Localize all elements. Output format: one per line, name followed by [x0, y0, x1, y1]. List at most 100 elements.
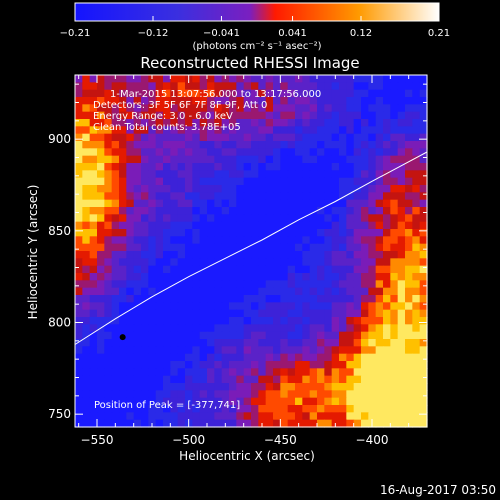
heatmap-cell — [258, 155, 267, 164]
heatmap-cell — [155, 199, 164, 208]
heatmap-cell — [361, 331, 369, 340]
heatmap-cell — [317, 368, 325, 377]
heatmap-cell — [383, 75, 391, 83]
heatmap-cell — [346, 265, 355, 274]
heatmap-cell — [104, 177, 113, 186]
heatmap-cell — [397, 221, 406, 230]
heatmap-cell — [119, 97, 127, 105]
heatmap-cell — [346, 177, 355, 186]
heatmap-cell — [375, 75, 384, 83]
heatmap-cell — [163, 390, 171, 399]
heatmap-cell — [199, 185, 208, 193]
heatmap-cell — [229, 104, 237, 113]
heatmap-cell — [361, 302, 369, 311]
heatmap-cell — [412, 141, 421, 149]
colorbar-tick-label: 0.12 — [350, 28, 372, 39]
heatmap-cell — [133, 324, 142, 333]
heatmap-cell — [309, 126, 318, 135]
heatmap-cell — [75, 287, 83, 296]
heatmap-cell — [155, 280, 164, 289]
heatmap-cell — [192, 397, 201, 406]
heatmap-cell — [141, 199, 149, 208]
heatmap-cell — [287, 412, 296, 421]
heatmap-cell — [97, 119, 105, 127]
heatmap-cell — [199, 419, 208, 428]
heatmap-cell — [97, 346, 105, 355]
heatmap-cell — [258, 339, 267, 347]
heatmap-cell — [295, 412, 303, 421]
heatmap-cell — [207, 148, 215, 157]
heatmap-cell — [170, 236, 179, 245]
heatmap-cell — [397, 383, 406, 391]
heatmap-cell — [192, 383, 201, 391]
heatmap-cell — [302, 177, 311, 186]
heatmap-cell — [265, 346, 274, 355]
heatmap-cell — [317, 287, 325, 296]
heatmap-cell — [126, 229, 135, 237]
heatmap-cell — [317, 111, 325, 120]
heatmap-cell — [104, 353, 113, 362]
heatmap-cell — [339, 229, 347, 237]
heatmap-cell — [82, 390, 91, 399]
heatmap-cell — [368, 82, 377, 91]
heatmap-cell — [265, 126, 274, 135]
heatmap-cell — [258, 251, 267, 259]
heatmap-cell — [375, 236, 384, 245]
heatmap-cell — [214, 295, 223, 303]
heatmap-cell — [368, 412, 377, 421]
heatmap-cell — [397, 405, 406, 413]
heatmap-cell — [119, 177, 127, 186]
heatmap-cell — [148, 185, 157, 193]
heatmap-cell — [97, 229, 105, 237]
heatmap-cell — [419, 163, 428, 171]
heatmap-cell — [339, 405, 347, 413]
heatmap-cell — [133, 104, 142, 113]
heatmap-cell — [317, 119, 325, 127]
heatmap-cell — [375, 287, 384, 296]
heatmap-cell — [111, 287, 120, 296]
heatmap-cell — [243, 75, 252, 83]
heatmap-cell — [155, 163, 164, 171]
heatmap-cell — [163, 148, 171, 157]
heatmap-cell — [126, 309, 135, 318]
heatmap-cell — [383, 177, 391, 186]
heatmap-cell — [324, 405, 333, 413]
heatmap-cell — [229, 119, 237, 127]
heatmap-cell — [353, 331, 362, 340]
heatmap-cell — [170, 163, 179, 171]
heatmap-cell — [383, 229, 391, 237]
heatmap-cell — [119, 155, 127, 164]
heatmap-cell — [302, 89, 311, 98]
heatmap-cell — [148, 170, 157, 179]
heatmap-cell — [295, 295, 303, 303]
heatmap-cell — [273, 405, 281, 413]
heatmap-cell — [192, 390, 201, 399]
heatmap-cell — [368, 97, 377, 105]
heatmap-cell — [280, 163, 289, 171]
heatmap-cell — [155, 82, 164, 91]
heatmap-cell — [302, 317, 311, 325]
heatmap-cell — [324, 207, 333, 215]
heatmap-cell — [324, 243, 333, 252]
heatmap-cell — [280, 236, 289, 245]
heatmap-cell — [412, 295, 421, 303]
heatmap-cell — [185, 397, 193, 406]
heatmap-cell — [126, 97, 135, 105]
heatmap-cell — [280, 361, 289, 369]
heatmap-cell — [405, 251, 413, 259]
heatmap-cell — [331, 375, 340, 384]
heatmap-cell — [317, 155, 325, 164]
heatmap-cell — [243, 317, 252, 325]
heatmap-cell — [207, 229, 215, 237]
heatmap-cell — [104, 397, 113, 406]
info-block: 1-Mar-2015 13:07:56.000 to 13:17:56.000 … — [93, 89, 321, 411]
heatmap-cell — [324, 229, 333, 237]
heatmap-cell — [273, 339, 281, 347]
heatmap-cell — [97, 155, 105, 164]
heatmap-cell — [324, 163, 333, 171]
heatmap-cell — [295, 148, 303, 157]
heatmap-cell — [170, 243, 179, 252]
heatmap-cell — [163, 192, 171, 201]
heatmap-cell — [170, 339, 179, 347]
heatmap-cell — [89, 287, 98, 296]
